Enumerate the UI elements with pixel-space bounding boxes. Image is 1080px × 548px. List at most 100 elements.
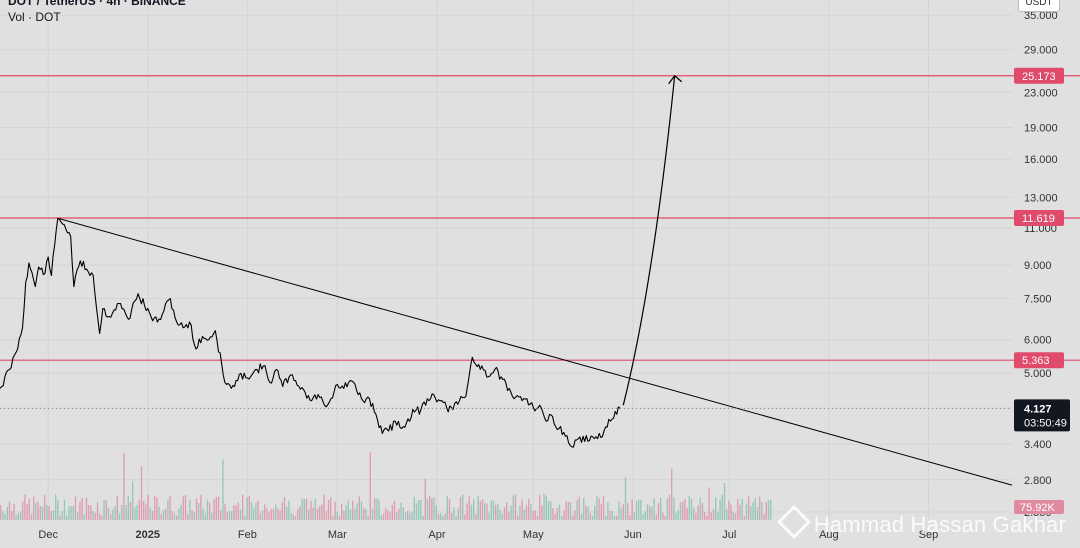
volume-bar: [717, 511, 719, 520]
volume-bar: [457, 508, 459, 520]
y-tick-label: 6.000: [1024, 335, 1052, 347]
volume-bar: [459, 496, 462, 520]
volume-bar: [297, 508, 299, 520]
y-tick-label: 16.000: [1024, 154, 1058, 166]
volume-bar: [497, 503, 499, 520]
level-price-tag: [1014, 352, 1064, 369]
volume-bar: [110, 514, 112, 520]
volume-bar: [574, 510, 576, 520]
y-tick-label: 19.000: [1024, 123, 1058, 135]
volume-bar: [288, 500, 290, 520]
volume-bar: [525, 505, 528, 520]
volume-bar: [44, 494, 46, 520]
level-price-label: 11.619: [1022, 213, 1055, 225]
volume-bar: [767, 500, 770, 520]
volume-bar: [4, 514, 6, 520]
volume-bar: [246, 497, 248, 520]
volume-bar: [415, 503, 418, 520]
volume-bar: [55, 494, 57, 520]
volume-bar: [83, 514, 85, 520]
volume-bar: [642, 513, 644, 520]
volume-bar: [26, 503, 28, 520]
volume-bar: [369, 452, 371, 520]
volume-bar: [442, 515, 444, 520]
volume-bar: [24, 494, 26, 520]
volume-bar: [495, 504, 497, 520]
volume-bar: [327, 500, 330, 520]
volume-bar: [37, 501, 39, 520]
volume-bar: [611, 511, 613, 520]
volume-bar: [732, 511, 734, 520]
volume-bar: [123, 452, 125, 520]
volume-bar: [59, 515, 61, 520]
volume-bar: [206, 499, 209, 520]
volume-bar: [726, 508, 728, 520]
y-tick-label: 5.000: [1024, 368, 1052, 380]
volume-bar: [547, 501, 550, 520]
volume-bar: [715, 497, 717, 520]
volume-bar: [61, 511, 63, 520]
volume-bar: [437, 513, 440, 520]
volume-bar: [565, 501, 567, 520]
y-tick-label: 7.500: [1024, 294, 1052, 306]
volume-indicator-label[interactable]: Vol · DOT: [8, 10, 61, 24]
volume-bar: [266, 508, 268, 520]
volume-bar: [402, 507, 404, 520]
volume-bar: [235, 505, 237, 520]
volume-bar: [336, 511, 338, 520]
volume-bar: [411, 511, 413, 520]
price-series: [0, 217, 1012, 448]
volume-bar: [145, 504, 147, 520]
time-axis[interactable]: Dec 2025 Feb Mar Apr May Jun Jul Aug Sep: [0, 522, 1080, 548]
volume-bar: [666, 498, 668, 520]
volume-bar: [332, 515, 334, 520]
volume-bar: [114, 506, 116, 520]
volume-bar: [248, 495, 250, 520]
x-tick-label: Sep: [919, 529, 939, 541]
volume-bar: [679, 502, 682, 520]
volume-bar: [633, 512, 635, 520]
descending-trendline: [57, 217, 1013, 486]
volume-bar: [138, 500, 140, 520]
volume-bar: [180, 505, 182, 520]
volume-bar: [398, 508, 400, 520]
volume-bar: [748, 495, 750, 520]
volume-bar: [512, 495, 514, 520]
volume-bar: [444, 513, 446, 520]
volume-bar: [503, 507, 506, 520]
volume-bar: [453, 507, 455, 520]
projection-arrow-line: [622, 75, 676, 406]
volume-bar: [396, 512, 398, 520]
volume-bar: [380, 515, 382, 520]
volume-bar: [589, 512, 591, 520]
y-tick-label: 3.400: [1024, 439, 1052, 451]
volume-bar: [374, 498, 376, 520]
volume-bar: [281, 502, 283, 520]
volume-bar: [191, 509, 193, 520]
volume-bar: [554, 513, 556, 520]
volume-bar: [371, 508, 374, 520]
volume-bar: [330, 497, 332, 520]
volume-bar: [464, 514, 466, 520]
volume-bar: [325, 510, 327, 520]
price-axis[interactable]: 2.3502.8003.4005.0006.0007.5009.00011.00…: [1014, 10, 1070, 519]
time-axis-bg: [0, 522, 1080, 548]
volume-bar: [173, 513, 176, 520]
projection-arrow-head: [668, 74, 683, 85]
volume-bar: [704, 512, 706, 520]
volume-bar: [237, 502, 239, 520]
volume-bar: [435, 505, 437, 520]
volume-bar: [563, 510, 565, 520]
volume-bar: [176, 515, 178, 520]
volume-bar: [545, 495, 547, 520]
volume-bar: [552, 508, 554, 520]
volume-bar: [195, 498, 198, 520]
volume-bar: [697, 505, 699, 520]
volume-bar: [270, 508, 272, 520]
volume-bar: [389, 512, 391, 520]
volume-bar: [310, 500, 312, 520]
volume-bar: [226, 512, 228, 520]
currency-button[interactable]: USDT: [1018, 0, 1060, 12]
